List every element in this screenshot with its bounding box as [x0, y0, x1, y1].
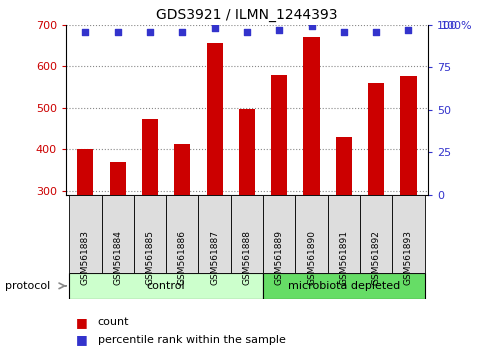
Text: GSM561888: GSM561888 — [242, 230, 251, 285]
Point — [210, 25, 218, 31]
FancyBboxPatch shape — [263, 273, 424, 299]
Bar — [335, 137, 351, 195]
Text: GSM561885: GSM561885 — [145, 230, 154, 285]
Text: ■: ■ — [76, 333, 87, 346]
Text: GSM561886: GSM561886 — [178, 230, 186, 285]
Bar — [238, 109, 255, 195]
FancyBboxPatch shape — [263, 195, 295, 273]
FancyBboxPatch shape — [230, 195, 263, 273]
Point — [339, 29, 347, 34]
FancyBboxPatch shape — [198, 195, 230, 273]
FancyBboxPatch shape — [102, 195, 134, 273]
Bar — [77, 149, 93, 195]
Text: protocol: protocol — [5, 281, 50, 291]
Text: GSM561890: GSM561890 — [306, 230, 315, 285]
Point — [81, 29, 89, 34]
Text: control: control — [146, 281, 185, 291]
Title: GDS3921 / ILMN_1244393: GDS3921 / ILMN_1244393 — [156, 8, 337, 22]
FancyBboxPatch shape — [295, 195, 327, 273]
FancyBboxPatch shape — [69, 273, 263, 299]
FancyBboxPatch shape — [166, 195, 198, 273]
Point — [307, 24, 315, 29]
Point — [243, 29, 250, 34]
Text: GSM561891: GSM561891 — [339, 230, 347, 285]
Bar — [109, 161, 125, 195]
Text: microbiota depleted: microbiota depleted — [287, 281, 399, 291]
Y-axis label: 100%: 100% — [440, 21, 472, 32]
FancyBboxPatch shape — [327, 195, 359, 273]
Text: percentile rank within the sample: percentile rank within the sample — [98, 335, 285, 345]
Bar — [142, 119, 158, 195]
Point — [371, 29, 379, 34]
FancyBboxPatch shape — [359, 195, 391, 273]
Point — [114, 29, 122, 34]
Text: GSM561893: GSM561893 — [403, 230, 412, 285]
Bar — [400, 76, 416, 195]
Bar — [271, 74, 287, 195]
Text: ■: ■ — [76, 316, 87, 329]
Text: GSM561887: GSM561887 — [210, 230, 219, 285]
Bar — [367, 83, 384, 195]
Text: GSM561889: GSM561889 — [274, 230, 283, 285]
Bar — [206, 44, 222, 195]
Bar — [303, 37, 319, 195]
Text: count: count — [98, 317, 129, 327]
Point — [275, 27, 283, 33]
FancyBboxPatch shape — [134, 195, 166, 273]
FancyBboxPatch shape — [69, 195, 102, 273]
Bar — [174, 144, 190, 195]
FancyBboxPatch shape — [391, 195, 424, 273]
Point — [146, 29, 154, 34]
Text: GSM561883: GSM561883 — [81, 230, 90, 285]
Text: GSM561892: GSM561892 — [371, 230, 380, 285]
Point — [178, 29, 186, 34]
Text: GSM561884: GSM561884 — [113, 230, 122, 285]
Point — [404, 27, 411, 33]
